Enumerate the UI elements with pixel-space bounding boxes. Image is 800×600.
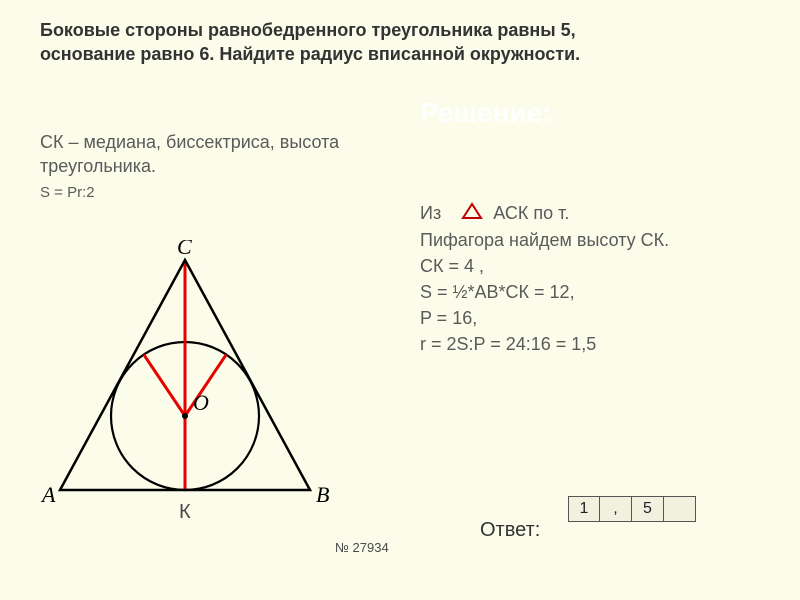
answer-cell-3: 5	[632, 496, 664, 522]
right-line-1: Из АСК по т.	[420, 200, 760, 227]
svg-text:К: К	[179, 501, 191, 523]
right-line-3: СК = 4 ,	[420, 253, 760, 279]
geometry-diagram: A B C O К	[40, 240, 340, 540]
left-line-1: СК – медиана, биссектриса, высота треуго…	[40, 130, 400, 179]
answer-cell-4	[664, 496, 696, 522]
right-column: Из АСК по т. Пифагора найдем высоту СК. …	[420, 200, 760, 358]
right-line-5: P = 16,	[420, 305, 760, 331]
solution-label: Решение:	[420, 98, 551, 129]
answer-cell-1: 1	[568, 496, 600, 522]
answer-boxes: 1 , 5	[568, 496, 696, 522]
right-line-1b: АСК по т.	[493, 203, 569, 223]
right-line-4: S = ½*АВ*СК = 12,	[420, 279, 760, 305]
problem-title: Боковые стороны равнобедренного треуголь…	[40, 18, 600, 67]
problem-number: № 27934	[335, 540, 389, 555]
answer-label: Ответ:	[480, 518, 540, 542]
svg-text:B: B	[316, 482, 329, 507]
svg-text:A: A	[40, 482, 56, 507]
svg-text:C: C	[177, 240, 192, 259]
answer-cell-2: ,	[600, 496, 632, 522]
right-line-1a: Из	[420, 203, 441, 223]
triangle-icon	[461, 201, 483, 227]
svg-text:O: O	[193, 390, 209, 415]
right-line-6: r = 2S:P = 24:16 = 1,5	[420, 331, 760, 357]
right-line-2: Пифагора найдем высоту СК.	[420, 227, 760, 253]
left-column: СК – медиана, биссектриса, высота треуго…	[40, 130, 400, 203]
left-formula: S = Pr:2	[40, 183, 400, 203]
